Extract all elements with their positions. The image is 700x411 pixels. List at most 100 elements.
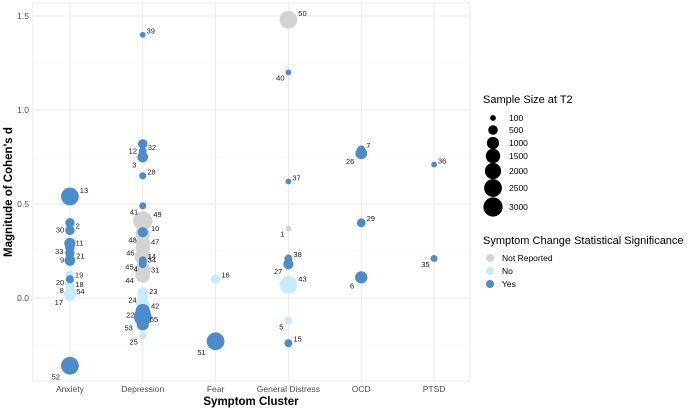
data-point xyxy=(135,240,150,255)
point-label: 46 xyxy=(126,249,134,258)
point-label: 41 xyxy=(130,207,138,216)
data-point xyxy=(138,331,147,340)
axes: 0.0 0.5 1.0 1.5 Anxiety Depression Fear General… xyxy=(17,11,445,394)
point-label: 50 xyxy=(298,9,306,18)
data-point xyxy=(135,303,150,319)
point-label: 20 xyxy=(56,278,64,287)
data-point xyxy=(357,145,366,154)
x-tick-label: Fear xyxy=(207,384,225,394)
point-label: 33 xyxy=(55,247,63,256)
legend-color-label: Yes xyxy=(502,279,516,289)
legend-color-label: Not Reported xyxy=(502,253,553,263)
point-label: 14 xyxy=(148,252,156,261)
data-point xyxy=(430,254,438,263)
point-label: 19 xyxy=(75,271,83,280)
point-label: 35 xyxy=(421,260,429,269)
legend-size-key xyxy=(485,148,501,164)
point-label: 55 xyxy=(150,315,158,324)
data-point xyxy=(285,69,292,76)
data-point xyxy=(206,332,225,351)
data-point xyxy=(279,10,298,29)
point-label: 8 xyxy=(60,286,64,295)
point-label: 23 xyxy=(149,287,157,296)
x-tick-label: Anxiety xyxy=(56,384,85,394)
data-point xyxy=(65,284,75,293)
point-label: 34 xyxy=(148,256,156,265)
data-point xyxy=(284,316,293,325)
point-label: 38 xyxy=(293,250,301,259)
point-label: 5 xyxy=(279,323,283,332)
data-point xyxy=(137,227,148,238)
y-axis-title: Magnitude of Cohen's d xyxy=(3,127,15,257)
point-label: 44 xyxy=(125,276,133,285)
legend-sample-size: Sample Size at T2 100 500 1000 1500 2000 2500… xyxy=(483,94,573,217)
data-point xyxy=(64,290,76,302)
data-point xyxy=(356,218,366,228)
data-point xyxy=(431,161,437,168)
x-axis-title: Symptom Cluster xyxy=(203,396,299,408)
data-point xyxy=(64,255,76,266)
point-label: 51 xyxy=(197,348,205,357)
legend-size-label: 2000 xyxy=(509,166,528,176)
point-label: 11 xyxy=(76,238,84,247)
data-point xyxy=(136,318,149,331)
point-label: 16 xyxy=(221,270,229,279)
legend-size-label: 100 xyxy=(509,113,523,123)
point-label: 2 xyxy=(76,221,80,230)
point-label: 25 xyxy=(129,338,137,347)
data-point xyxy=(284,254,293,263)
data-point xyxy=(65,248,75,258)
point-label: 12 xyxy=(129,147,137,156)
y-tick-label: 0.0 xyxy=(17,293,29,303)
point-label: 22 xyxy=(126,311,134,320)
legend-size-key xyxy=(483,197,503,217)
point-label: 21 xyxy=(76,251,84,260)
point-label: 52 xyxy=(52,373,60,382)
data-point xyxy=(285,178,292,185)
legend-size-key xyxy=(484,179,502,197)
x-tick-label: OCD xyxy=(352,384,371,394)
point-label: 7 xyxy=(366,141,370,150)
point-label: 6 xyxy=(350,281,354,290)
data-point xyxy=(135,268,150,283)
point-label: 9 xyxy=(60,256,64,265)
data-point xyxy=(65,275,74,284)
data-point xyxy=(65,218,75,228)
data-point xyxy=(61,187,79,206)
point-label: 42 xyxy=(151,301,159,310)
y-tick-label: 1.0 xyxy=(17,105,29,115)
data-point xyxy=(284,339,293,348)
grid xyxy=(32,2,471,382)
legend-size-label: 3000 xyxy=(509,202,528,212)
point-label: 40 xyxy=(276,73,284,82)
point-label: 31 xyxy=(151,266,159,275)
data-point xyxy=(210,274,221,284)
point-label: 48 xyxy=(128,235,136,244)
legend-color-key xyxy=(486,254,494,262)
data-point xyxy=(279,275,298,294)
legend-size-key xyxy=(490,115,496,121)
data-point xyxy=(139,172,147,180)
data-point xyxy=(139,31,146,38)
x-tick-label: PTSD xyxy=(423,384,446,394)
point-label: 53 xyxy=(125,324,133,333)
data-point xyxy=(355,271,368,284)
data-point xyxy=(283,259,294,270)
legend-size-title: Sample Size at T2 xyxy=(483,94,573,106)
y-tick-label: 1.5 xyxy=(17,11,29,21)
legend-color-key xyxy=(486,267,494,275)
data-point xyxy=(137,287,148,298)
point-label: 27 xyxy=(274,267,282,276)
legend-significance: Symptom Change Statistical Significance … xyxy=(483,235,684,289)
point-label: 24 xyxy=(128,295,136,304)
legend-size-label: 1000 xyxy=(509,138,528,148)
legend-size-key xyxy=(488,125,498,135)
data-point xyxy=(139,202,147,210)
legend-size-label: 1500 xyxy=(509,151,528,161)
legend-size-label: 2500 xyxy=(509,183,528,193)
x-tick-label: General Distress xyxy=(257,384,320,394)
legend-size-key xyxy=(486,136,500,150)
data-point xyxy=(138,260,147,269)
